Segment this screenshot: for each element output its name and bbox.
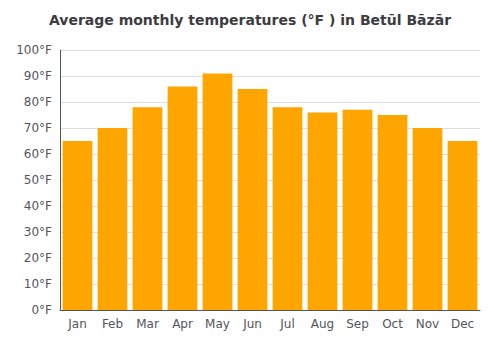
svg-text:10°F: 10°F xyxy=(24,277,52,291)
svg-text:Feb: Feb xyxy=(102,317,123,331)
svg-text:Average monthly temperatures (: Average monthly temperatures (°F ) in Be… xyxy=(49,12,451,28)
svg-text:May: May xyxy=(205,317,230,331)
svg-text:0°F: 0°F xyxy=(31,303,52,317)
svg-text:40°F: 40°F xyxy=(24,199,52,213)
svg-text:80°F: 80°F xyxy=(24,95,52,109)
svg-text:90°F: 90°F xyxy=(24,69,52,83)
svg-text:20°F: 20°F xyxy=(24,251,52,265)
svg-text:30°F: 30°F xyxy=(24,225,52,239)
svg-text:Apr: Apr xyxy=(172,317,193,331)
svg-text:Jan: Jan xyxy=(67,317,87,331)
svg-text:Jun: Jun xyxy=(242,317,262,331)
svg-text:60°F: 60°F xyxy=(24,147,52,161)
svg-text:70°F: 70°F xyxy=(24,121,52,135)
svg-text:Oct: Oct xyxy=(382,317,403,331)
svg-text:Nov: Nov xyxy=(416,317,439,331)
svg-text:Mar: Mar xyxy=(136,317,159,331)
svg-text:50°F: 50°F xyxy=(24,173,52,187)
svg-text:Aug: Aug xyxy=(311,317,334,331)
svg-text:100°F: 100°F xyxy=(16,43,52,57)
svg-text:Dec: Dec xyxy=(451,317,474,331)
svg-text:Jul: Jul xyxy=(279,317,294,331)
svg-text:Sep: Sep xyxy=(346,317,369,331)
